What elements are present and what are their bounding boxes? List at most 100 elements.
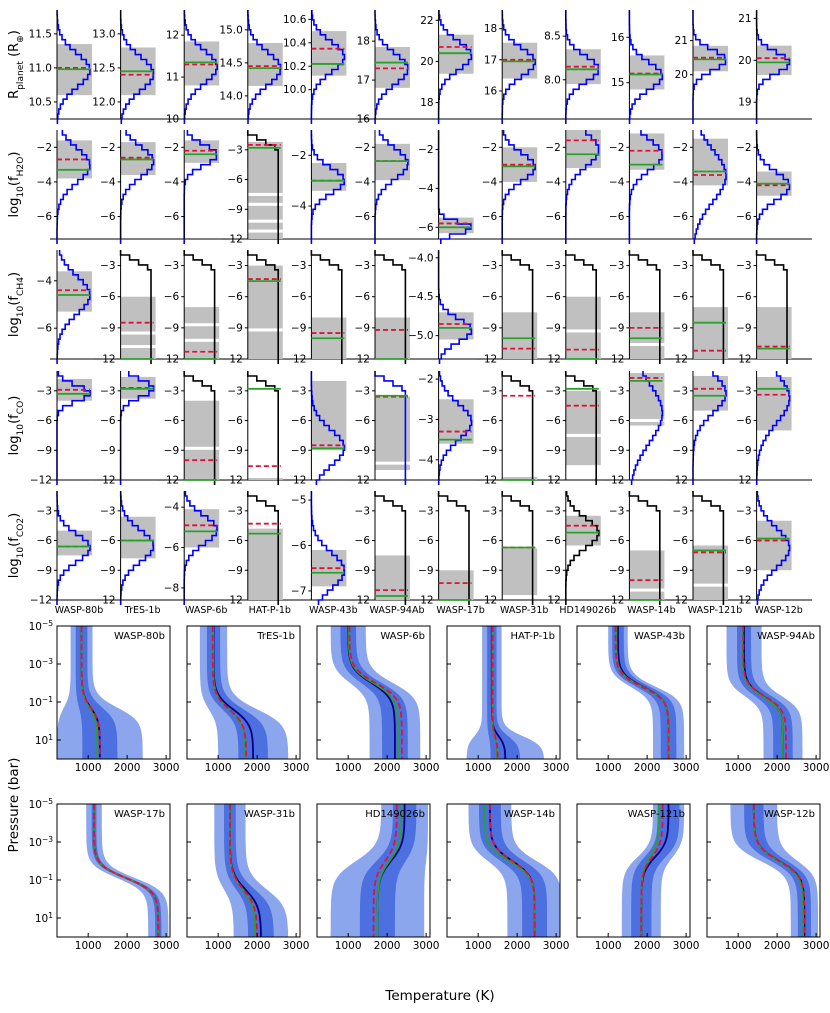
y-tick-label: 16 [484, 85, 498, 97]
y-tick-label: −2 [736, 142, 751, 154]
y-tick-label: −3 [482, 260, 497, 272]
posterior-histogram [310, 250, 343, 364]
panel-frame [706, 803, 821, 938]
shade-gap [247, 229, 283, 233]
y-tick-label: −12 [729, 595, 751, 607]
x-tick-label: 1000 [465, 940, 492, 952]
red-profile [640, 804, 664, 937]
red-profile [614, 626, 670, 759]
y-tick-label: −2 [673, 142, 688, 154]
y-tick-label: −3 [609, 385, 624, 397]
tp-panel: WASP-17b 1000 2000 3000 10−5 10−3 10−1 101 [29, 797, 180, 953]
panel-frame [186, 625, 301, 760]
y-tick-label: −12 [284, 475, 306, 487]
row-ylabel: Rplanet (R⊕) [7, 30, 26, 99]
hist-panel: 10.5 11.0 11.5 [29, 10, 92, 124]
y-tick-label: −6 [609, 291, 625, 303]
y-tick-label: −6 [609, 535, 625, 547]
hist-panel: −2 −4 −6 [482, 130, 538, 244]
credible-band-outer [199, 626, 289, 759]
credible-band-inner [206, 626, 268, 759]
y-tick-label: 14.5 [219, 57, 242, 69]
panel-title: HAT-P-1b [510, 631, 555, 642]
posterior-histogram [374, 250, 407, 364]
y-tick-label: −6 [545, 211, 561, 223]
hist-panel: −3 −6 −9 −12 [221, 250, 283, 366]
y-tick-label: −12 [602, 475, 624, 487]
y-tick-label: −3 [227, 505, 242, 517]
hist-panel: −3 −6 −9 −12 [729, 250, 792, 366]
posterior-histogram [56, 250, 91, 364]
y-tick-label: −12 [666, 595, 688, 607]
panel-title: WASP-17b [114, 809, 165, 820]
y-tick-label: 12.0 [92, 96, 115, 108]
y-tick-label: −6 [37, 415, 53, 427]
y-tick-label: 21 [675, 35, 688, 47]
hist-panel: −3 −6 −9 −12 [729, 371, 792, 487]
y-tick-label: −9 [164, 322, 179, 334]
tp-panel: WASP-6b 1000 2000 3000 [316, 625, 439, 774]
y-tick-label: 10−5 [29, 797, 54, 812]
tp-panel: HD149026b 1000 2000 3000 [316, 803, 440, 952]
posterior-histogram [565, 250, 597, 364]
x-tick-label: 1000 [725, 940, 752, 952]
hist-panel: −3 −6 −9 −12 [93, 371, 156, 487]
credible-band-inner [737, 626, 793, 759]
y-tick-label: −3 [37, 385, 52, 397]
y-tick-label: −6 [673, 535, 689, 547]
posterior-histogram [693, 130, 727, 244]
posterior-histogram [374, 10, 409, 124]
y-tick-label: −6 [291, 415, 307, 427]
credible-region [756, 307, 792, 359]
hist-panel: −2 −4 −6 [355, 130, 410, 244]
posterior-histogram [756, 491, 791, 605]
y-tick-label: −4 [355, 176, 371, 188]
y-tick-label: −12 [666, 354, 688, 366]
y-tick-label: −6 [673, 415, 689, 427]
panel-frame [446, 625, 561, 760]
posterior-histogram [119, 491, 155, 605]
posterior-histogram [119, 10, 155, 124]
x-tick-label: 3000 [413, 940, 440, 952]
panel-frame [576, 625, 691, 760]
y-tick-label: −9 [673, 565, 688, 577]
y-tick-label: −3 [355, 505, 370, 517]
y-tick-label: 10−1 [29, 873, 54, 888]
hist-panel: 19 20 21 [738, 10, 792, 124]
hist-panel: −2 −4 [291, 130, 347, 244]
y-tick-label: 101 [35, 733, 53, 748]
x-tick-label: 2000 [504, 940, 531, 952]
y-tick-label: −6 [418, 222, 434, 234]
red-profile [489, 804, 536, 937]
posterior-histogram [692, 491, 725, 605]
y-tick-label: −6 [545, 291, 561, 303]
y-tick-label: −9 [355, 322, 370, 334]
panel-frame [316, 803, 431, 938]
y-tick-label: −9 [545, 565, 560, 577]
y-tick-label: −4 [37, 176, 53, 188]
y-tick-label: −3 [355, 385, 370, 397]
y-tick-label: −6 [673, 211, 689, 223]
y-tick-label: −3 [736, 385, 751, 397]
hist-panel: −4 −6 −8 [164, 491, 220, 605]
red-profile [372, 804, 398, 937]
tp-panel: WASP-31b 1000 2000 3000 [186, 803, 309, 952]
tp-panel: WASP-43b 1000 2000 3000 [576, 625, 700, 774]
y-tick-label: −9 [482, 445, 497, 457]
y-tick-label: −9 [609, 322, 624, 334]
y-tick-label: 20 [675, 69, 688, 81]
hist-panel: −3 −6 −9 −12 [475, 491, 538, 607]
hist-panel: −2 −3 −4 [418, 371, 474, 485]
credible-region [184, 41, 220, 86]
hist-panel: −3 −6 −9 −12 [157, 371, 220, 487]
y-tick-label: −12 [539, 475, 561, 487]
hist-panel: −3 −6 −9 −12 [157, 250, 220, 366]
x-tick-label: 3000 [673, 762, 700, 774]
posterior-histogram [183, 371, 216, 485]
y-tick-label: −3 [37, 505, 52, 517]
shade-gap [247, 219, 283, 223]
green-profile [640, 804, 660, 937]
posterior-histogram [628, 250, 661, 364]
y-tick-label: −4 [545, 176, 561, 188]
y-tick-label: 18 [357, 36, 370, 48]
